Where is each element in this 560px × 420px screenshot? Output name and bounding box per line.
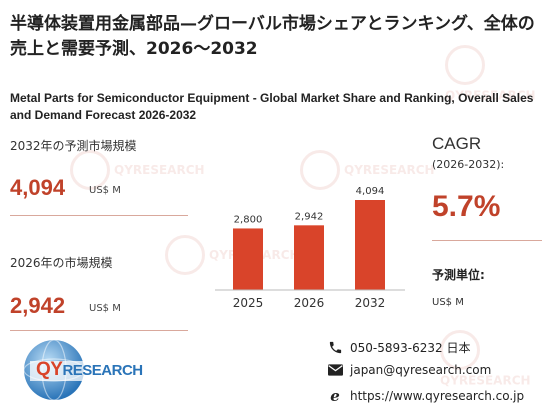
forecast-2032-value: 4,094 bbox=[10, 175, 66, 200]
watermark: QYRESEARCH bbox=[70, 150, 205, 190]
bar-chart: 2,800 2025 2,942 2026 4,094 2032 bbox=[215, 186, 405, 310]
divider bbox=[432, 240, 542, 241]
forecast-unit-label: 予測単位: bbox=[432, 268, 485, 282]
bar-value-label: 2,942 bbox=[295, 211, 324, 222]
contact-email: japan@qyresearch.com bbox=[326, 363, 491, 377]
cagr-period: (2026-2032): bbox=[432, 158, 505, 171]
contact-phone: 050-5893-6232 日本 bbox=[326, 339, 470, 356]
bar-2025 bbox=[233, 228, 263, 290]
bar-2026 bbox=[294, 225, 324, 290]
page-title-jp: 半導体装置用金属部品—グローバル市場シェアとランキング、全体の売上と需要予測、2… bbox=[10, 14, 535, 59]
x-tick-label: 2025 bbox=[233, 296, 264, 310]
page-title-en: Metal Parts for Semiconductor Equipment … bbox=[10, 91, 534, 122]
cagr-label: CAGR bbox=[432, 134, 482, 153]
web-icon: e bbox=[330, 387, 340, 405]
forecast-2032-label: 2032年の予測市場規模 bbox=[10, 139, 137, 153]
cagr-value: 5.7% bbox=[432, 190, 501, 223]
bar-value-label: 2,800 bbox=[234, 214, 263, 225]
forecast-unit-value: US$ M bbox=[432, 297, 464, 308]
bar-2032 bbox=[355, 200, 385, 290]
bar-value-label: 4,094 bbox=[356, 186, 385, 197]
divider bbox=[10, 330, 188, 331]
market-2026-unit: US$ M bbox=[89, 303, 121, 314]
mail-icon bbox=[326, 364, 344, 376]
market-2026-label: 2026年の市場規模 bbox=[10, 256, 113, 270]
contact-web: e https://www.qyresearch.co.jp bbox=[326, 387, 524, 405]
divider bbox=[10, 215, 188, 216]
x-tick-label: 2026 bbox=[294, 296, 325, 310]
phone-icon bbox=[326, 340, 344, 355]
market-2026-value: 2,942 bbox=[10, 293, 66, 318]
globe-logo-icon bbox=[23, 339, 160, 401]
qyresearch-logo: QYRESEARCH bbox=[22, 335, 162, 405]
x-tick-label: 2032 bbox=[355, 296, 386, 310]
logo-text: QYRESEARCH bbox=[36, 359, 143, 380]
forecast-2032-unit: US$ M bbox=[89, 185, 121, 196]
